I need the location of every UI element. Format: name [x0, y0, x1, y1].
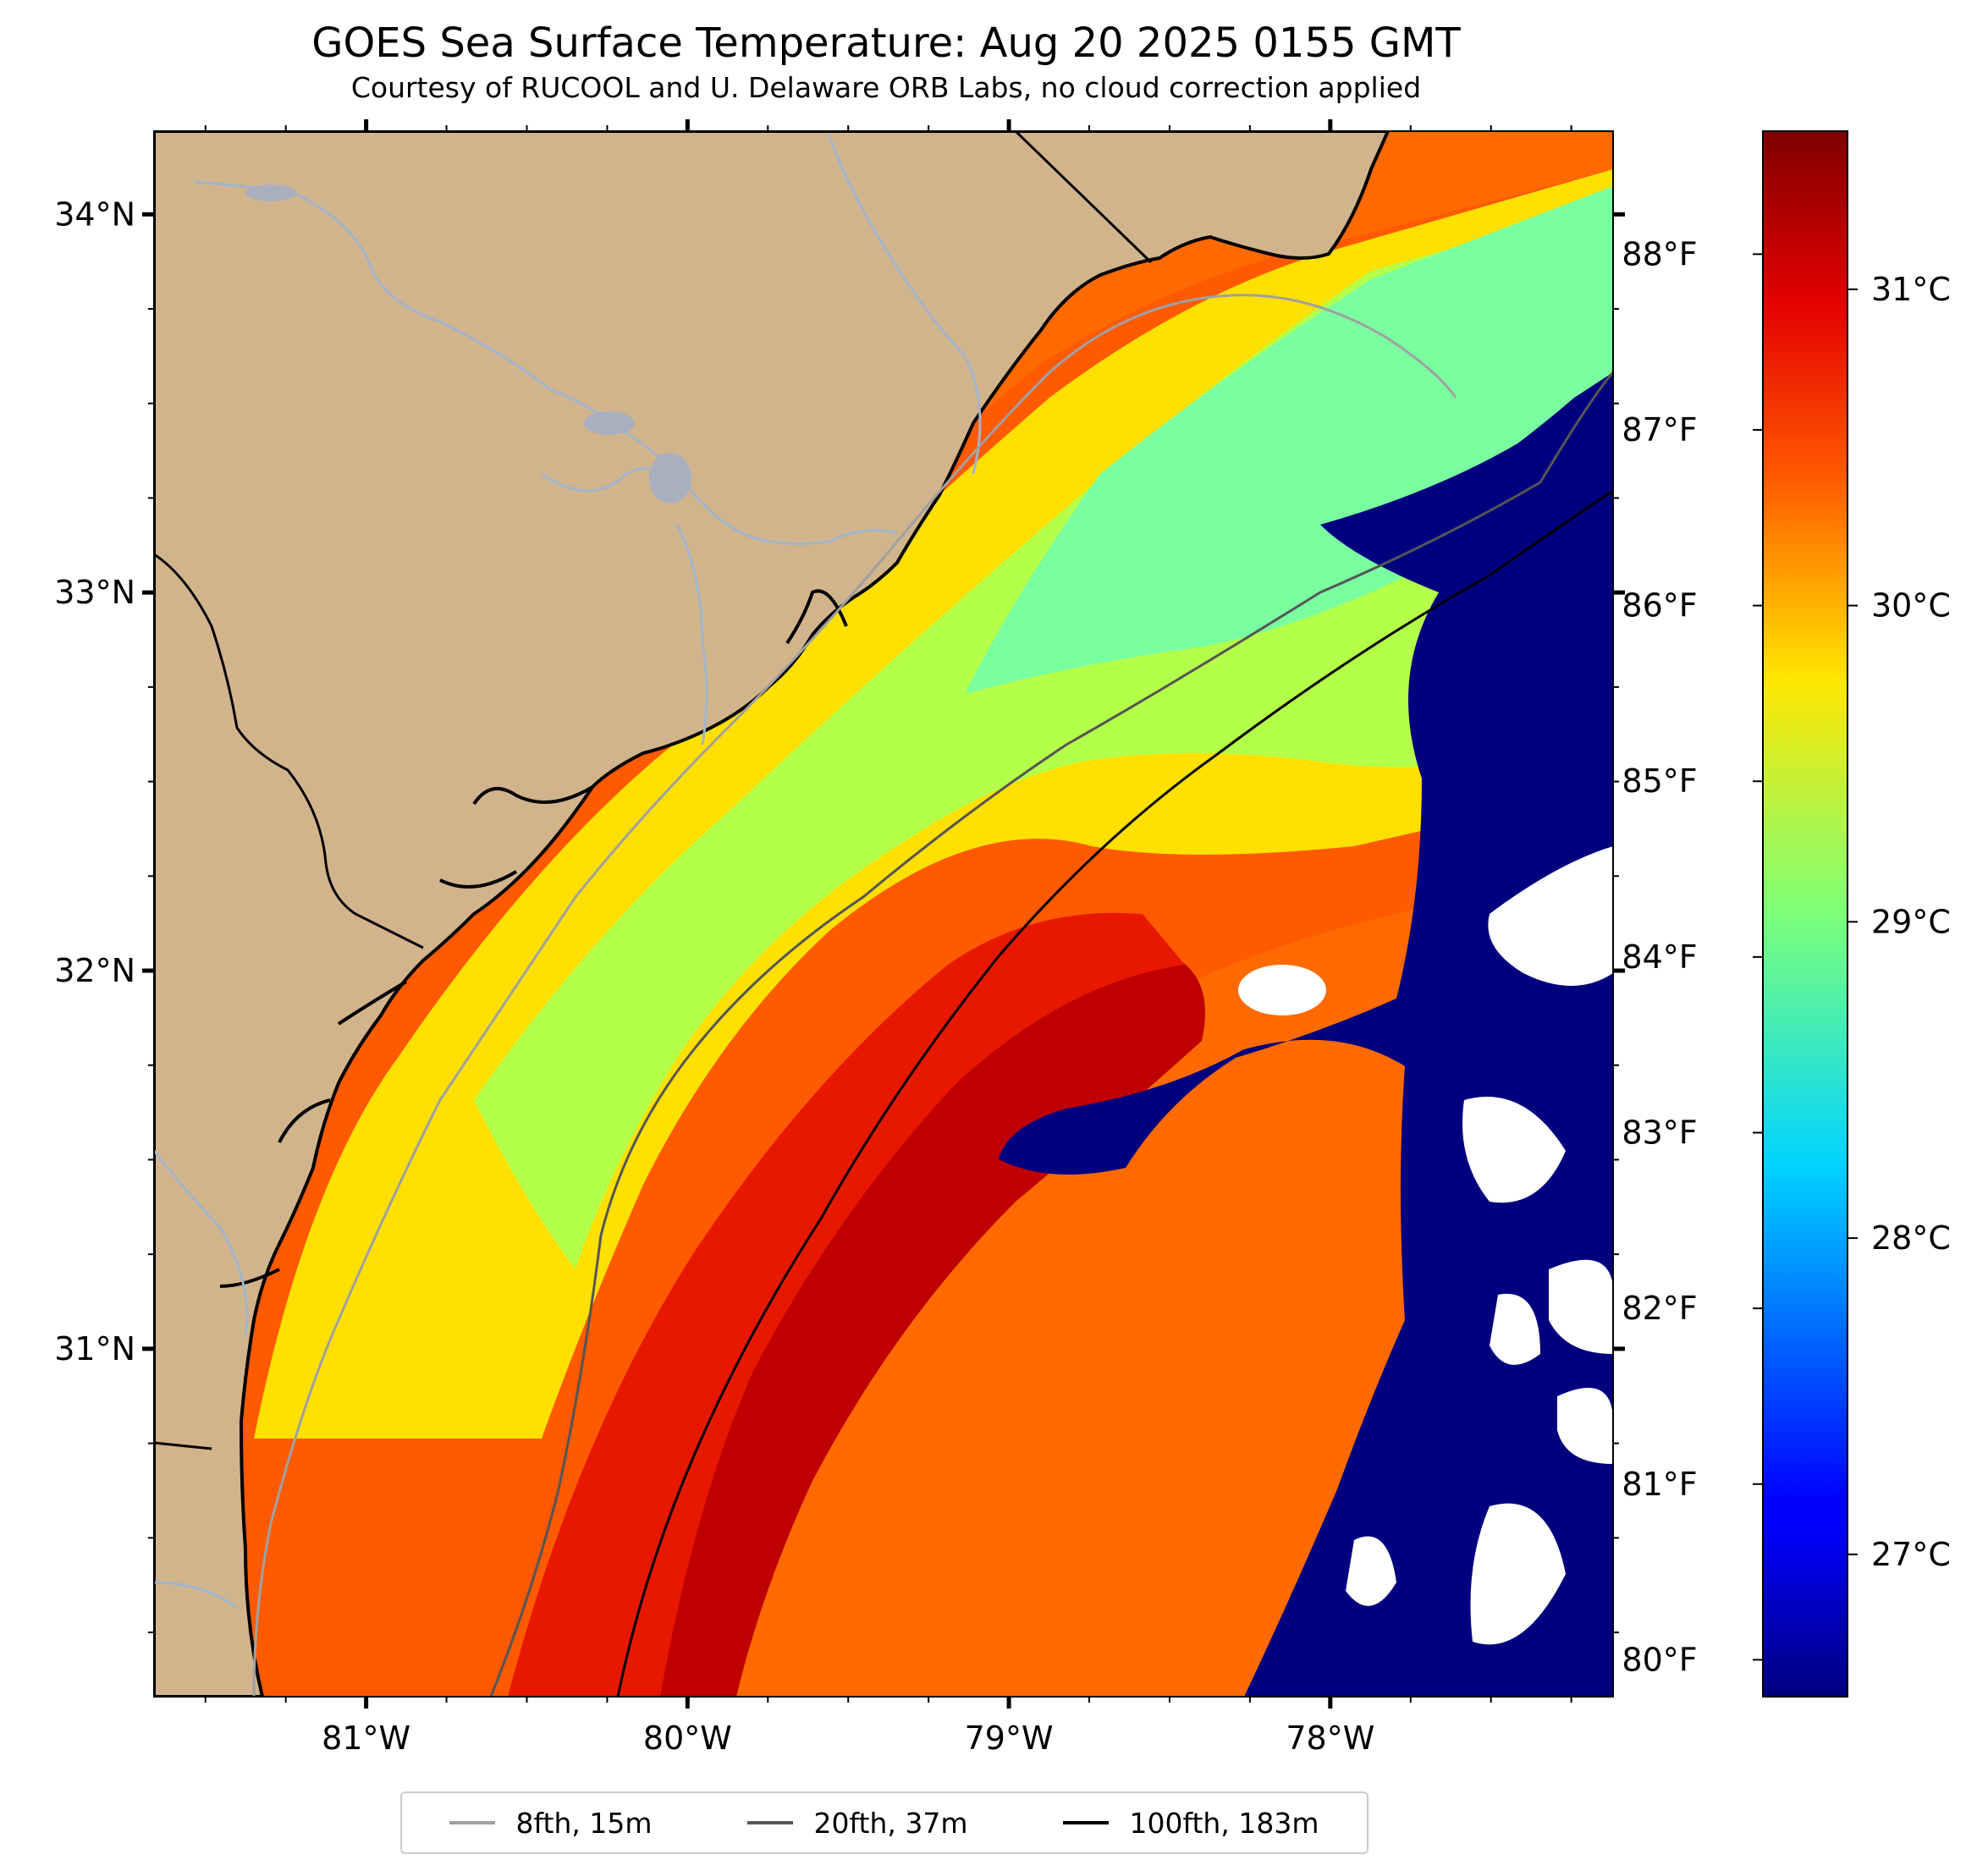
- coastal-inlet: [472, 785, 594, 806]
- no-data-patch: [1462, 1097, 1566, 1203]
- colorbar: [1762, 130, 1848, 1698]
- no-data-patch: [1488, 846, 1613, 986]
- legend-swatch-20fth: [747, 1821, 794, 1824]
- coastal-inlet: [337, 980, 408, 1026]
- fahrenheit-tick-label: 81°F: [1622, 1466, 1697, 1503]
- map-frame: [153, 130, 1614, 1698]
- latitude-axis: 34°N 33°N 32°N 31°N: [54, 195, 1625, 1634]
- state-border: [154, 1441, 212, 1450]
- coastal-inlet: [278, 1098, 331, 1143]
- fahrenheit-axis: 88°F 87°F 86°F 85°F 84°F 83°F 82°F 81°F 80°F: [1622, 235, 1763, 1678]
- celsius-tick-label: 30°C: [1871, 587, 1951, 625]
- sst-cloud-masked-region: [999, 372, 1613, 1697]
- lon-tick-label: 78°W: [1286, 1720, 1374, 1757]
- fahrenheit-tick-label: 85°F: [1622, 762, 1697, 800]
- fahrenheit-tick-label: 80°F: [1622, 1641, 1697, 1678]
- isobath-100fth: [616, 489, 1613, 1697]
- map-title: GOES Sea Surface Temperature: Aug 20 202…: [311, 19, 1461, 67]
- celsius-tick-label: 27°C: [1871, 1536, 1951, 1573]
- isobath-8fth: [252, 294, 1457, 1697]
- celsius-tick-label: 31°C: [1871, 271, 1951, 308]
- legend-label-100fth: 100fth, 183m: [1129, 1806, 1319, 1840]
- fahrenheit-tick-label: 86°F: [1622, 587, 1697, 625]
- land-mass: [154, 131, 1390, 1697]
- no-data-patch: [1346, 1536, 1396, 1606]
- sst-teal-shoulder: [1354, 372, 1613, 575]
- lat-tick-label: 33°N: [54, 574, 135, 611]
- lat-tick-label: 32°N: [54, 952, 135, 989]
- lon-tick-label: 79°W: [965, 1720, 1054, 1757]
- legend-item-20fth: 20fth, 37m: [747, 1807, 967, 1840]
- no-data-patch: [1490, 1293, 1540, 1365]
- no-data-patch: [1470, 1503, 1566, 1645]
- state-border: [154, 553, 424, 949]
- no-data-patch: [1557, 1388, 1613, 1464]
- sst-red-band: [508, 912, 1185, 1697]
- fahrenheit-tick-label: 84°F: [1622, 938, 1697, 976]
- longitude-axis: 81°W 80°W 79°W 78°W: [204, 119, 1572, 1757]
- fahrenheit-tick-label: 88°F: [1622, 235, 1697, 272]
- lake: [245, 184, 296, 201]
- legend-item-8fth: 8fth, 15m: [449, 1806, 653, 1840]
- river: [154, 1581, 238, 1610]
- coastal-inlet: [785, 589, 848, 645]
- lake: [584, 411, 635, 435]
- legend-label-20fth: 20fth, 37m: [813, 1806, 968, 1840]
- lon-tick-label: 80°W: [643, 1720, 732, 1757]
- celsius-tick-label: 28°C: [1871, 1219, 1951, 1257]
- state-border: [1014, 131, 1153, 264]
- lat-tick-label: 31°N: [54, 1330, 135, 1367]
- map-subtitle: Courtesy of RUCOOL and U. Delaware ORB L…: [350, 71, 1422, 104]
- river: [828, 135, 982, 475]
- river: [675, 524, 708, 746]
- sst-teal-band: [965, 186, 1613, 694]
- celsius-axis: 31°C 30°C 29°C 28°C 27°C: [1848, 271, 1951, 1573]
- no-data-patch: [1238, 965, 1326, 1015]
- coastal-inlet: [219, 1268, 280, 1288]
- legend-item-100fth: 100fth, 183m: [1063, 1807, 1319, 1840]
- lon-tick-label: 81°W: [322, 1720, 410, 1757]
- legend-swatch-8fth: [449, 1821, 496, 1824]
- fahrenheit-tick-label: 83°F: [1622, 1114, 1697, 1152]
- fahrenheit-tick-label: 82°F: [1622, 1290, 1697, 1327]
- river: [154, 1150, 249, 1338]
- legend-swatch-100fth: [1063, 1821, 1110, 1824]
- lake: [649, 453, 691, 504]
- isobath-legend: 8fth, 15m 20fth, 37m 100fth, 183m: [400, 1791, 1368, 1854]
- isobath-20fth: [489, 371, 1613, 1697]
- coastal-inlet: [439, 870, 518, 889]
- legend-label-8fth: 8fth, 15m: [515, 1806, 653, 1840]
- no-data-patch: [1549, 1259, 1613, 1354]
- lat-tick-label: 34°N: [54, 195, 135, 233]
- fahrenheit-tick-label: 87°F: [1622, 411, 1697, 448]
- celsius-tick-label: 29°C: [1871, 903, 1951, 940]
